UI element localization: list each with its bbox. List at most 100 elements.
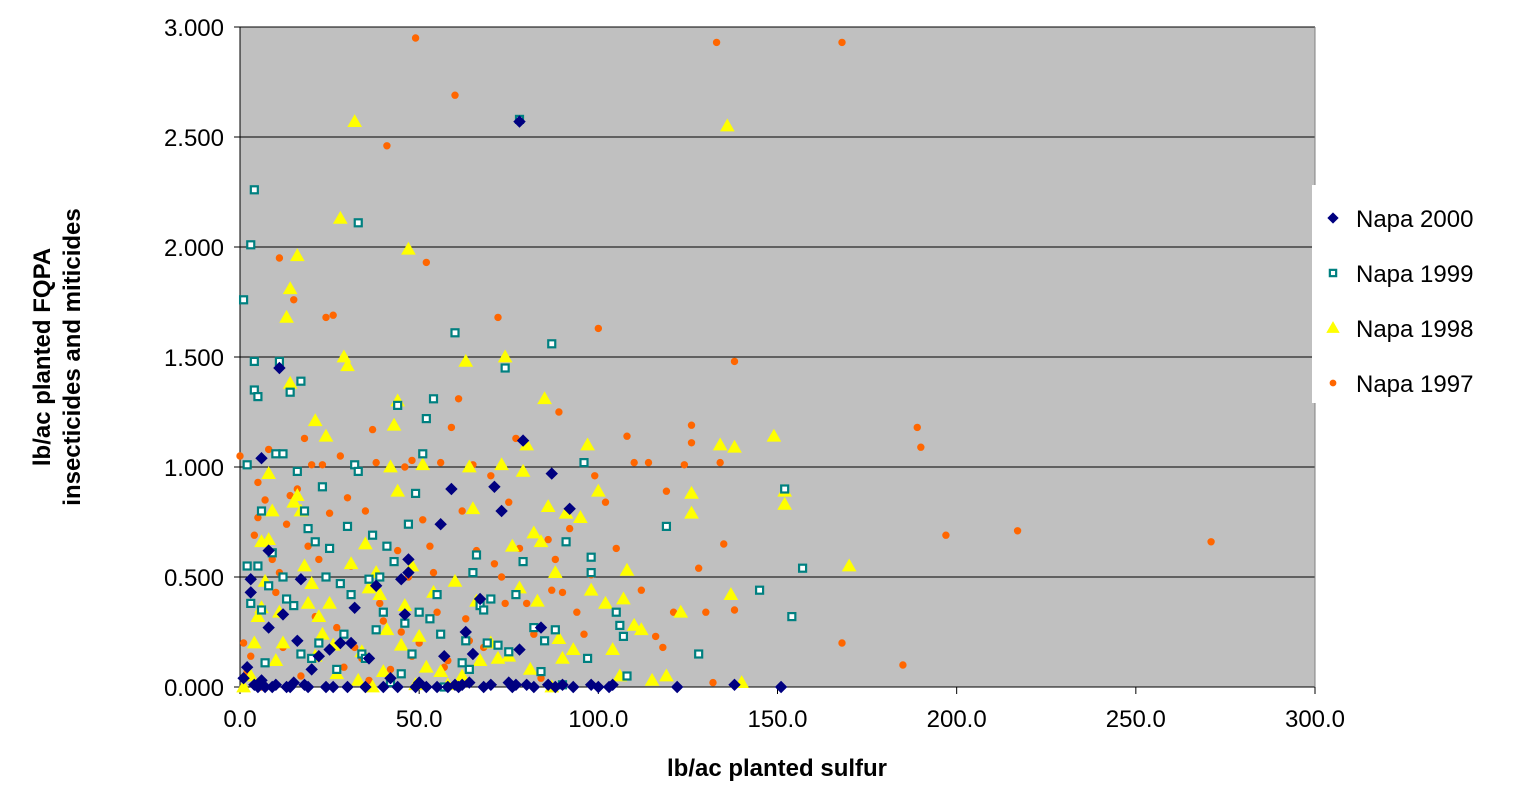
data-point [318,428,334,442]
data-point [472,653,488,666]
data-point [463,676,476,689]
data-point [766,428,782,442]
data-point [458,507,466,515]
data-point [279,309,294,323]
legend-label: Napa 1999 [1356,261,1473,288]
data-point [501,599,509,608]
data-point [261,496,269,504]
data-point [236,679,251,693]
data-point [942,531,950,539]
x-tick-label: 250.0 [1106,706,1166,733]
data-point [504,538,520,552]
data-point [262,621,275,634]
data-point [321,572,331,582]
data-point [486,594,496,604]
data-point [727,439,742,453]
data-point [287,676,300,689]
data-point [841,558,857,572]
data-point [383,142,391,150]
data-point [419,516,427,524]
data-point [403,519,414,529]
data-point [240,660,254,674]
data-point [377,680,390,694]
data-point [393,637,409,651]
data-point [391,680,404,694]
data-point [300,434,309,443]
data-point [312,649,326,663]
data-point [332,210,348,224]
data-point [246,240,256,250]
data-point [561,537,571,547]
data-point [723,587,739,600]
data-point [275,254,284,262]
data-point [408,456,416,465]
data-point [606,678,619,692]
data-point [367,530,378,540]
legend-item: Napa 2000 [1327,206,1473,233]
data-point [433,664,449,677]
data-point [702,608,710,616]
data-point [304,576,320,589]
data-point [289,600,299,611]
data-point [659,643,667,652]
data-point [364,574,374,584]
data-point [451,91,459,99]
data-point [282,281,298,295]
data-point [384,671,397,685]
data-point [383,459,398,473]
data-point [459,625,472,639]
data-point [659,668,674,682]
data-point [353,218,363,228]
data-point [493,640,503,650]
data-point [379,622,395,636]
x-tick-label: 150.0 [747,706,807,733]
data-point [1013,527,1022,535]
x-tick-label: 0.0 [223,706,256,733]
data-point [369,579,383,593]
data-point [565,524,574,533]
data-point [616,591,631,605]
data-point [246,598,256,609]
data-point [278,449,288,459]
data-point [285,387,295,397]
data-point [487,472,495,480]
data-point [359,680,372,694]
data-point [422,258,431,267]
data-point [661,521,672,532]
data-point [644,458,653,467]
data-point [340,663,348,671]
data-point [445,482,458,496]
data-point [361,507,370,515]
series-napa-2000 [237,115,788,694]
data-point [348,601,361,615]
data-point [687,421,696,429]
x-tick-label: 50.0 [396,706,443,733]
data-point [458,353,474,367]
legend-marker [1329,379,1337,387]
data-point [461,636,471,646]
data-point [522,661,538,675]
x-tick-labels: 0.0 50.0 100.0 150.0 200.0 250.0 300.0 [223,706,1345,733]
data-point [730,606,739,614]
data-point [687,439,696,447]
data-point [249,185,259,195]
data-point [261,466,277,479]
data-point [268,653,284,666]
data-point [601,498,610,506]
data-point [314,638,324,648]
data-point [329,311,337,319]
data-point [457,658,467,668]
data-point [573,510,588,523]
data-point [447,573,463,587]
data-point [780,484,790,494]
data-point [353,466,363,476]
data-point [547,565,563,578]
y-tick-label: 2.500 [164,125,224,152]
data-point [281,594,292,604]
data-point [468,567,478,578]
data-point [548,586,556,594]
data-point [269,678,283,692]
data-point [425,614,435,624]
data-point [539,636,550,646]
data-point [592,680,605,694]
